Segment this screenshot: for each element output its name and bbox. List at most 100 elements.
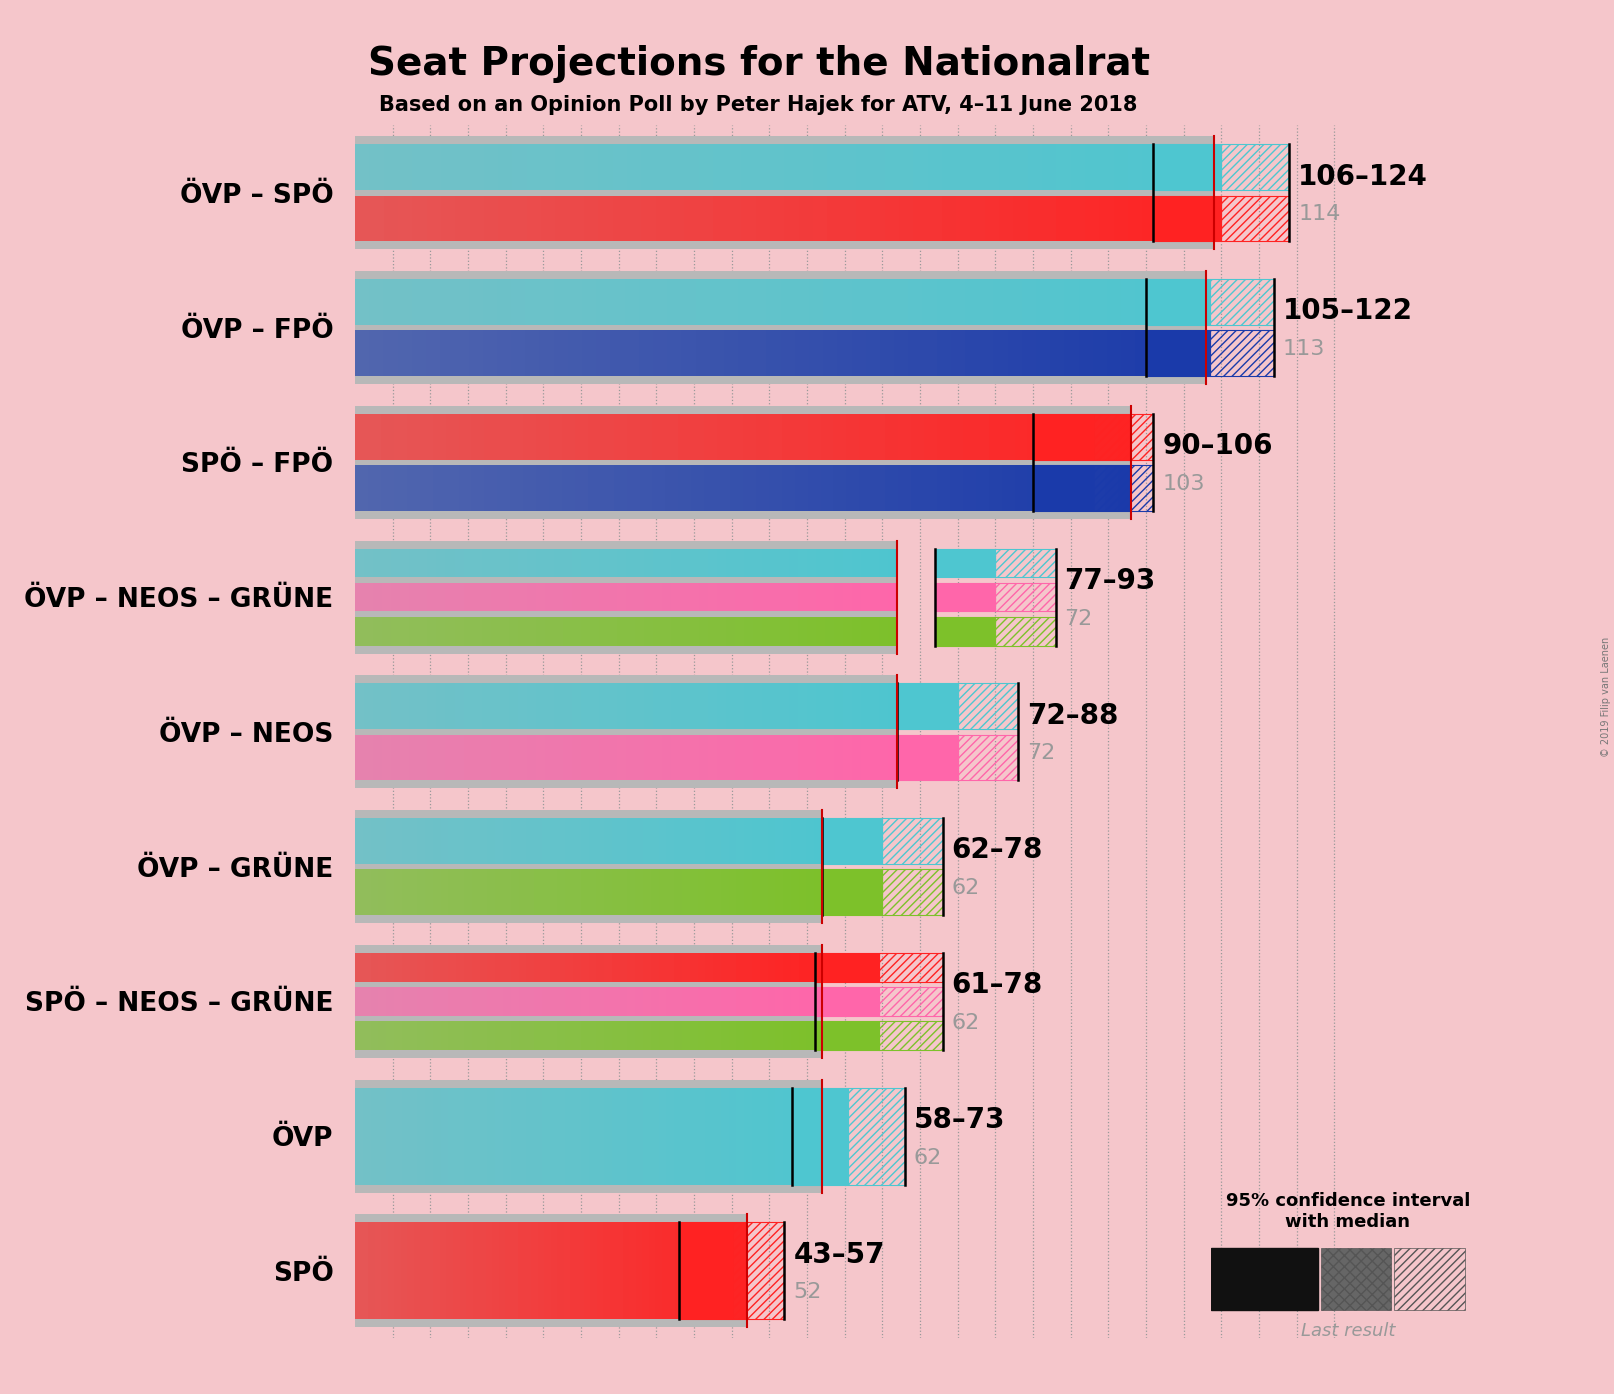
Bar	[436, 583, 445, 612]
Bar	[386, 870, 394, 914]
Bar	[565, 953, 573, 981]
Bar	[955, 195, 970, 241]
Bar	[525, 330, 539, 376]
Bar	[491, 583, 500, 612]
Bar	[370, 145, 384, 190]
Bar	[391, 618, 400, 645]
Bar	[563, 735, 571, 781]
Bar	[755, 414, 768, 460]
Bar	[407, 1223, 413, 1319]
Bar	[481, 583, 491, 612]
Bar	[383, 735, 391, 781]
Bar	[508, 583, 518, 612]
Bar	[391, 583, 400, 612]
Bar	[705, 870, 713, 914]
Bar	[484, 145, 499, 190]
Bar	[418, 735, 428, 781]
Bar	[752, 987, 760, 1016]
Bar	[436, 549, 445, 577]
Bar	[760, 1087, 768, 1185]
Bar	[610, 1223, 617, 1319]
Bar	[1002, 466, 1015, 510]
Bar	[1028, 466, 1041, 510]
Bar	[510, 953, 518, 981]
Bar	[604, 1223, 610, 1319]
Bar	[838, 279, 852, 325]
Bar	[617, 549, 626, 577]
Bar	[499, 195, 513, 241]
Bar	[700, 1223, 707, 1319]
Bar	[791, 953, 799, 981]
Bar	[500, 583, 508, 612]
Bar	[495, 953, 504, 981]
Bar	[599, 735, 608, 781]
Bar	[613, 414, 626, 460]
Bar	[518, 1087, 526, 1185]
Bar	[596, 1022, 604, 1050]
Bar	[817, 549, 825, 577]
Bar	[557, 818, 565, 864]
Bar	[662, 549, 671, 577]
Bar	[799, 145, 813, 190]
Bar	[534, 953, 542, 981]
Bar	[510, 870, 518, 914]
Bar	[391, 683, 400, 729]
Bar	[707, 549, 717, 577]
Bar	[355, 1087, 363, 1185]
Bar	[455, 735, 463, 781]
Bar	[1067, 466, 1080, 510]
Bar	[617, 735, 626, 781]
Bar	[436, 735, 445, 781]
Bar	[667, 1087, 675, 1185]
Bar	[636, 1087, 642, 1185]
Bar	[426, 195, 441, 241]
Bar	[1093, 466, 1154, 510]
Bar	[604, 870, 612, 914]
Bar	[445, 549, 455, 577]
Bar	[613, 145, 626, 190]
Bar	[581, 683, 591, 729]
Bar	[542, 1022, 550, 1050]
Bar	[402, 953, 410, 981]
Bar	[484, 414, 497, 460]
Bar	[565, 870, 573, 914]
Bar	[433, 953, 441, 981]
Bar	[371, 818, 378, 864]
Text: Seat Projections for the Nationalrat: Seat Projections for the Nationalrat	[368, 45, 1149, 82]
Bar	[909, 279, 923, 325]
Bar	[589, 987, 596, 1016]
Bar	[689, 1087, 697, 1185]
Bar	[554, 618, 563, 645]
Bar	[823, 279, 838, 325]
Bar	[378, 987, 386, 1016]
Bar	[458, 414, 471, 460]
Bar	[770, 195, 784, 241]
Bar	[654, 618, 662, 645]
Bar	[596, 987, 604, 1016]
Bar	[670, 145, 684, 190]
Bar	[642, 1022, 650, 1050]
Bar	[589, 818, 596, 864]
Bar	[397, 279, 412, 325]
Bar	[584, 195, 599, 241]
Bar	[704, 466, 717, 510]
Bar	[573, 1022, 581, 1050]
Bar	[855, 195, 870, 241]
Bar	[362, 1223, 368, 1319]
Bar	[534, 1087, 542, 1185]
Bar	[394, 1087, 402, 1185]
Bar	[591, 618, 599, 645]
Bar	[570, 145, 584, 190]
Bar	[807, 735, 817, 781]
Bar	[599, 683, 608, 729]
Bar	[914, 145, 928, 190]
Bar	[713, 870, 721, 914]
Bar	[705, 818, 713, 864]
Bar	[371, 953, 378, 981]
Bar	[539, 330, 554, 376]
Bar	[426, 145, 441, 190]
Bar	[775, 870, 783, 914]
Bar	[518, 683, 526, 729]
Bar	[526, 987, 534, 1016]
Bar	[441, 279, 455, 325]
